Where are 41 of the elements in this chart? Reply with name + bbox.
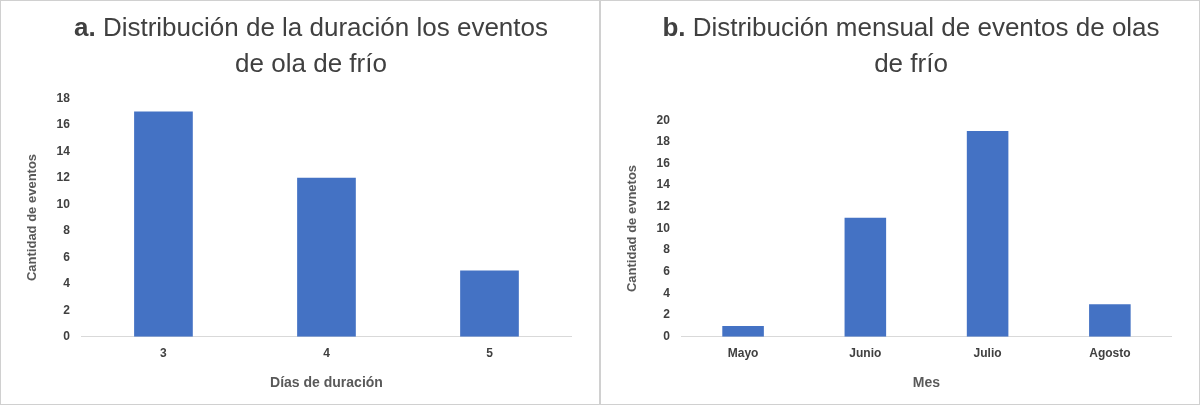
y-tick-label: 6 [63,249,71,264]
y-axis-title: Cantidad de evnetos [624,164,640,293]
x-tick-label: Mayo [727,346,759,361]
y-tick-label: 10 [56,196,71,211]
y-tick-label: 16 [656,155,671,170]
y-tick-label: 6 [663,264,671,279]
y-tick-label: 12 [56,170,71,185]
y-tick-label: 18 [656,134,671,149]
y-tick-label: 14 [656,177,671,192]
y-axis-title: Cantidad de eventos [24,153,40,282]
y-tick-label: 18 [56,90,71,105]
y-tick-label: 2 [663,307,671,322]
bar [966,131,1009,337]
y-tick-label: 12 [656,199,671,214]
y-tick-label: 8 [63,223,71,238]
y-tick-label: 10 [656,220,671,235]
y-tick-label: 8 [663,242,671,257]
x-tick-label: Agosto [1089,346,1131,361]
x-tick-label: 4 [323,346,331,361]
bar [134,111,193,337]
y-tick-label: 2 [63,302,71,317]
y-tick-label: 20 [656,112,671,127]
bar [297,177,356,337]
x-tick-label: 5 [486,346,494,361]
x-tick-label: Junio [849,346,882,361]
y-tick-label: 14 [56,143,71,158]
y-tick-label: 0 [663,329,671,344]
bar [1089,304,1131,337]
x-axis-title: Días de duración [270,374,383,391]
y-tick-label: 4 [63,276,71,291]
y-tick-label: 16 [56,117,71,132]
bar [844,217,887,337]
x-tick-label: 3 [160,346,168,361]
bar [722,325,764,337]
bar [460,270,519,337]
x-tick-label: Julio [973,346,1002,361]
x-axis-title: Mes [912,374,941,391]
y-tick-label: 4 [663,285,671,300]
y-tick-label: 0 [63,329,71,344]
chart-title: a. Distribución de la duración los eventos de ola de frío [73,12,549,78]
chart-title: b. Distribución mensual de eventos de olas de frío [662,12,1160,78]
